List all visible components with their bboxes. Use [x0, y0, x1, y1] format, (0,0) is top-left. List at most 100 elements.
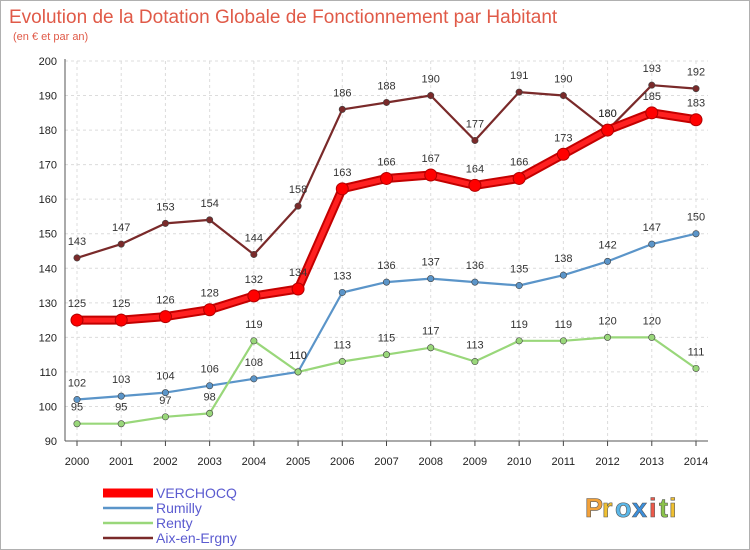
data-label-verchocq: 185 — [643, 91, 661, 103]
data-point-aix-en-ergny — [206, 216, 214, 224]
data-point-renty — [294, 368, 302, 376]
data-point-verchocq — [335, 182, 349, 196]
data-point-verchocq — [70, 313, 84, 327]
data-point-renty — [161, 413, 169, 421]
axes: 90 100 110 120 130 140 150 160 170 180 190 200 2000 2… — [39, 56, 709, 468]
legend-label-verchocq: VERCHOCQ — [156, 485, 237, 501]
data-point-renty — [427, 344, 435, 352]
x-tick-label: 2010 — [507, 456, 531, 468]
data-label-verchocq: 173 — [554, 132, 572, 144]
data-point-verchocq — [512, 171, 526, 185]
data-label-renty: 113 — [466, 340, 484, 352]
data-label-renty: 120 — [643, 315, 661, 327]
data-label-aix-en-ergny: 193 — [643, 63, 661, 75]
data-label-rumilly: 142 — [598, 239, 616, 251]
data-label-renty: 97 — [159, 395, 171, 407]
x-tick-label: 2014 — [684, 456, 708, 468]
data-point-renty — [604, 333, 612, 341]
data-point-verchocq — [291, 282, 305, 296]
data-label-aix-en-ergny: 190 — [422, 74, 440, 86]
data-label-renty: 95 — [115, 402, 127, 414]
y-tick-label: 140 — [39, 263, 57, 275]
data-point-rumilly — [692, 230, 700, 238]
data-label-rumilly: 106 — [200, 364, 218, 376]
x-tick-label: 2013 — [640, 456, 664, 468]
data-label-renty: 111 — [688, 346, 705, 358]
data-point-verchocq — [424, 168, 438, 182]
data-point-rumilly — [161, 389, 169, 397]
x-tick-label: 2007 — [374, 456, 398, 468]
data-point-renty — [206, 409, 214, 417]
brand-letter: P — [585, 493, 603, 523]
data-point-aix-en-ergny — [471, 136, 479, 144]
data-label-rumilly: 133 — [333, 270, 351, 282]
data-point-renty — [117, 420, 125, 428]
data-label-verchocq: 180 — [598, 108, 616, 120]
data-point-renty — [338, 358, 346, 366]
data-point-aix-en-ergny — [294, 202, 302, 210]
x-tick-label: 2008 — [418, 456, 442, 468]
data-label-aix-en-ergny: 190 — [554, 74, 572, 86]
data-point-aix-en-ergny — [161, 219, 169, 227]
brand-letter: x — [632, 493, 647, 523]
data-point-aix-en-ergny — [427, 92, 435, 100]
data-label-aix-en-ergny: 191 — [510, 70, 528, 82]
data-point-verchocq — [247, 289, 261, 303]
data-point-verchocq — [556, 147, 570, 161]
y-tick-label: 110 — [39, 367, 57, 379]
data-label-verchocq: 134 — [289, 267, 307, 279]
data-point-rumilly — [382, 278, 390, 286]
data-point-rumilly — [427, 275, 435, 283]
data-label-verchocq: 132 — [245, 274, 263, 286]
y-tick-label: 200 — [39, 56, 57, 68]
data-point-aix-en-ergny — [73, 254, 81, 262]
data-label-renty: 119 — [510, 319, 528, 331]
data-label-renty: 95 — [71, 402, 83, 414]
data-point-renty — [250, 337, 258, 345]
data-label-aix-en-ergny: 192 — [687, 67, 705, 79]
data-label-aix-en-ergny: 188 — [377, 80, 395, 92]
data-label-verchocq: 128 — [200, 288, 218, 300]
data-point-aix-en-ergny — [692, 85, 700, 93]
data-point-verchocq — [468, 178, 482, 192]
proxiti-logo: Pr o x i t i — [585, 493, 677, 524]
data-label-renty: 98 — [204, 391, 216, 403]
y-tick-label: 120 — [39, 332, 57, 344]
data-label-rumilly: 102 — [68, 378, 86, 390]
data-point-verchocq — [601, 123, 615, 137]
brand-letter: o — [615, 493, 632, 523]
legend-label-renty: Renty — [156, 515, 193, 531]
data-point-renty — [515, 337, 523, 345]
data-label-verchocq: 166 — [510, 156, 528, 168]
data-label-rumilly: 103 — [112, 374, 130, 386]
x-tick-label: 2012 — [595, 456, 619, 468]
data-point-aix-en-ergny — [382, 98, 390, 106]
data-label-renty: 120 — [598, 315, 616, 327]
data-label-aix-en-ergny: 144 — [245, 232, 263, 244]
brand-letter: r — [602, 493, 613, 523]
x-tick-label: 2006 — [330, 456, 354, 468]
data-labels: 143 147 153 154 144 158 186 188 190 177 191 190 180 1… — [68, 63, 705, 414]
data-point-renty — [73, 420, 81, 428]
data-point-verchocq — [645, 106, 659, 120]
x-tick-label: 2011 — [552, 456, 576, 468]
data-point-rumilly — [471, 278, 479, 286]
data-label-verchocq: 183 — [687, 98, 705, 110]
data-label-renty: 119 — [245, 319, 263, 331]
data-label-rumilly: 150 — [687, 212, 705, 224]
y-tick-label: 130 — [39, 298, 57, 310]
data-label-rumilly: 110 — [289, 350, 307, 362]
data-point-renty — [692, 364, 700, 372]
data-point-verchocq — [203, 303, 217, 317]
data-label-aix-en-ergny: 158 — [289, 184, 307, 196]
data-label-rumilly: 108 — [245, 357, 263, 369]
x-tick-label: 2003 — [197, 456, 221, 468]
data-point-rumilly — [338, 288, 346, 296]
data-point-verchocq — [158, 310, 172, 324]
data-point-rumilly — [206, 382, 214, 390]
x-tick-label: 2002 — [153, 456, 177, 468]
data-point-aix-en-ergny — [515, 88, 523, 96]
